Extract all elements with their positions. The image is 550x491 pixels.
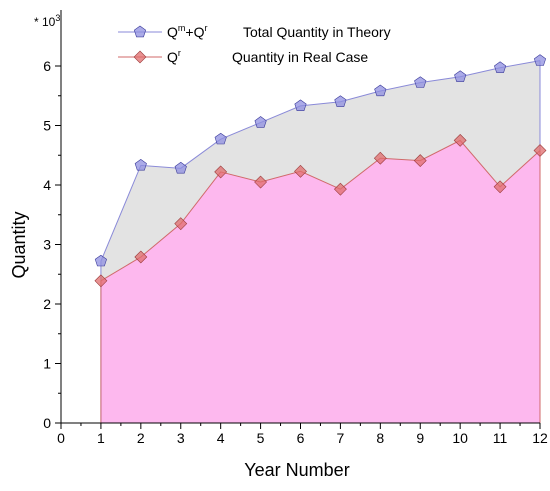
x-tick-label-8: 8 xyxy=(376,430,384,446)
legend-desc-real: Quantity in Real Case xyxy=(232,49,368,65)
marker-series-2-point-7 xyxy=(333,182,347,196)
marker-series-1-point-2 xyxy=(134,159,147,171)
x-axis-title: Year Number xyxy=(244,460,349,480)
marker-series-1-point-9 xyxy=(414,76,427,88)
legend: Qm+Qr Total Quantity in Theory Qr Quanti… xyxy=(118,23,391,65)
marker-series-2-point-8 xyxy=(373,151,387,165)
x-tick-label-6: 6 xyxy=(297,430,305,446)
y-tick-label-5: 5 xyxy=(43,118,51,134)
marker-series-2-point-10 xyxy=(453,133,467,147)
x-tick-label-10: 10 xyxy=(452,430,468,446)
marker-series-1-point-6 xyxy=(294,99,307,111)
x-tick-label-4: 4 xyxy=(217,430,225,446)
axis-multiplier: * 103 xyxy=(34,13,60,29)
line-series-1 xyxy=(100,60,541,262)
marker-series-2-point-11 xyxy=(493,180,507,194)
x-tick-label-0: 0 xyxy=(57,430,65,446)
marker-series-1-point-11 xyxy=(494,61,507,73)
x-tick-label-2: 2 xyxy=(137,430,145,446)
legend-marker-total xyxy=(133,25,147,38)
marker-series-1-point-5 xyxy=(254,116,267,128)
y-tick-label-3: 3 xyxy=(43,237,51,253)
marker-series-2-point-4 xyxy=(214,165,228,179)
y-tick-label-1: 1 xyxy=(43,356,51,372)
legend-desc-total: Total Quantity in Theory xyxy=(243,24,391,40)
chart-axes xyxy=(55,10,541,429)
legend-item-real: Qr Quantity in Real Case xyxy=(118,48,368,65)
marker-series-1-point-12 xyxy=(533,54,547,66)
marker-series-2-point-6 xyxy=(294,164,307,178)
x-tick-label-1: 1 xyxy=(97,430,105,446)
marker-series-1-point-8 xyxy=(374,84,387,97)
legend-label-real: Qr xyxy=(167,48,181,65)
area-series-2 xyxy=(100,140,541,423)
marker-series-2-point-3 xyxy=(174,217,188,231)
y-tick-label-0: 0 xyxy=(43,415,51,431)
chart-areas xyxy=(100,60,541,424)
y-axis-title: Quantity xyxy=(9,211,29,278)
y-tick-label-6: 6 xyxy=(43,58,51,74)
x-tick-label-3: 3 xyxy=(177,430,185,446)
x-tick-label-7: 7 xyxy=(337,430,345,446)
marker-series-2-point-1 xyxy=(94,274,108,288)
chart-markers xyxy=(94,54,547,288)
marker-series-1-point-4 xyxy=(214,132,227,145)
marker-series-1-point-7 xyxy=(334,95,347,107)
marker-series-1-point-10 xyxy=(454,70,467,82)
legend-item-total: Qm+Qr Total Quantity in Theory xyxy=(118,23,391,40)
marker-series-1-point-3 xyxy=(174,161,187,174)
marker-series-2-point-12 xyxy=(533,144,547,157)
y-tick-label-4: 4 xyxy=(43,177,51,193)
chart-lines xyxy=(100,60,541,423)
x-tick-label-5: 5 xyxy=(257,430,265,446)
line-series-2 xyxy=(100,139,541,282)
x-tick-label-9: 9 xyxy=(416,430,424,446)
y-tick-label-2: 2 xyxy=(43,296,51,312)
marker-series-1-point-1 xyxy=(94,254,107,267)
x-tick-label-12: 12 xyxy=(532,430,548,446)
marker-series-2-point-2 xyxy=(134,250,148,264)
x-tick-label-11: 11 xyxy=(493,430,508,446)
legend-marker-real xyxy=(133,50,147,64)
legend-label-total: Qm+Qr xyxy=(167,23,207,40)
marker-series-2-point-9 xyxy=(413,154,427,168)
marker-series-2-point-5 xyxy=(254,175,268,189)
